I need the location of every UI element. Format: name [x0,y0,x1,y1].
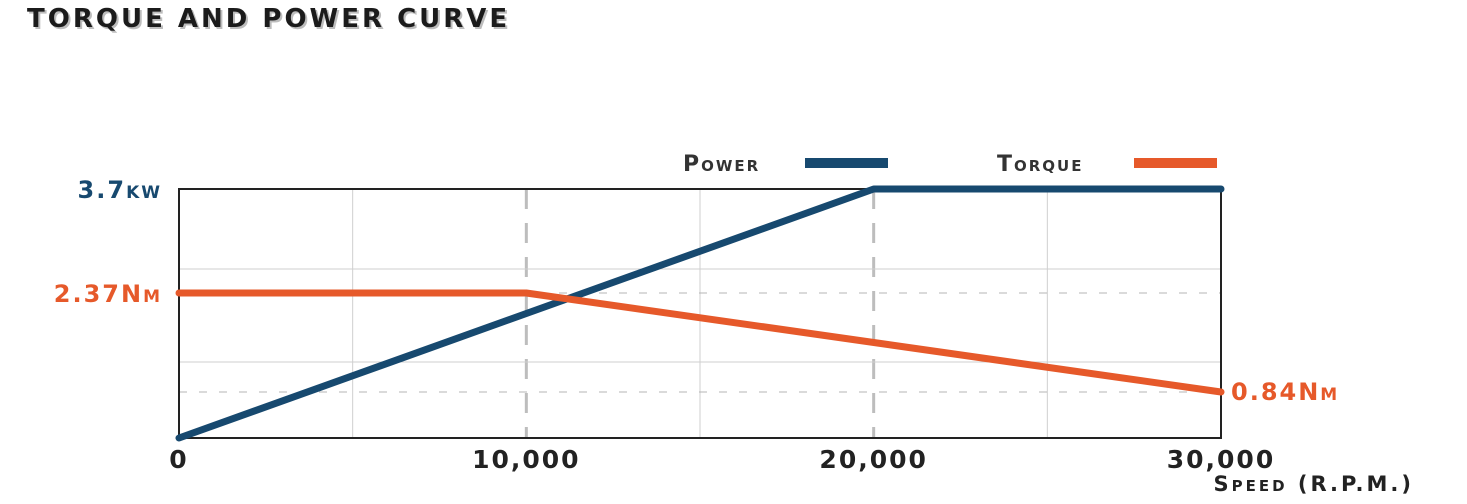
chart-title: TORQUE AND POWER CURVE [27,4,510,34]
x-tick-label: 0 [169,445,188,474]
legend-swatch-torque [1134,158,1217,168]
legend-swatch-power [805,158,888,168]
grid-layer [178,188,1222,439]
annotation-power-max: 3.7kw [78,176,162,204]
series-line-torque [175,289,1225,396]
x-tick-label: 20,000 [819,445,927,474]
series-line-power [175,185,1225,442]
legend-label-power: Power [683,152,760,177]
series-layer [175,185,1225,442]
legend: Power Torque [683,152,1217,177]
plot-frame [178,188,1222,439]
chart-title-shadow: TORQUE AND POWER CURVE [29,6,512,36]
label-layer: 0 10,000 20,000 30,000 [169,445,1275,474]
annotation-torque-end: 0.84Nm [1231,378,1339,406]
annotation-torque-max: 2.37Nm [54,280,162,308]
x-tick-label: 30,000 [1167,445,1275,474]
x-axis-title: Speed (R.P.M.) [1214,472,1415,496]
x-tick-label: 10,000 [472,445,580,474]
legend-label-torque: Torque [997,152,1084,177]
